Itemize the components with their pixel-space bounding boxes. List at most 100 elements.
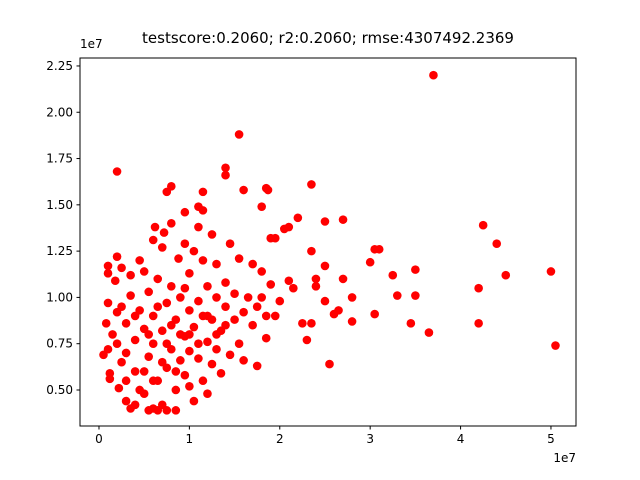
point xyxy=(198,206,208,215)
point xyxy=(293,213,303,223)
point xyxy=(148,376,158,386)
point xyxy=(289,283,298,293)
point xyxy=(257,267,266,276)
point xyxy=(478,220,488,230)
point xyxy=(248,320,257,330)
point xyxy=(338,215,348,224)
point xyxy=(135,256,144,265)
point xyxy=(329,309,339,319)
point xyxy=(194,296,203,306)
point xyxy=(307,319,316,328)
point xyxy=(239,185,248,195)
point xyxy=(225,239,235,249)
point xyxy=(388,270,398,280)
point xyxy=(474,319,483,328)
x-tick-label: 0 xyxy=(95,432,103,446)
point xyxy=(144,287,154,297)
point xyxy=(501,270,511,280)
point xyxy=(171,385,181,395)
x-tick-label: 1 xyxy=(186,432,194,446)
point xyxy=(239,356,248,365)
point xyxy=(139,367,149,376)
point xyxy=(212,293,221,302)
point xyxy=(162,298,172,308)
point xyxy=(411,265,420,274)
point xyxy=(103,269,113,278)
point xyxy=(266,280,276,289)
point xyxy=(392,291,402,300)
point xyxy=(198,256,208,265)
point xyxy=(121,319,131,328)
point xyxy=(234,130,244,139)
point xyxy=(320,296,330,306)
y-tick-label: 0.75 xyxy=(46,337,73,351)
point xyxy=(234,339,244,348)
point xyxy=(311,281,321,291)
point xyxy=(180,283,190,293)
point xyxy=(103,261,113,271)
point xyxy=(176,293,185,302)
point xyxy=(135,385,144,395)
point xyxy=(114,383,124,393)
point xyxy=(171,367,181,376)
point xyxy=(284,276,294,286)
point xyxy=(103,344,113,354)
point xyxy=(185,346,194,356)
point xyxy=(148,339,158,348)
point xyxy=(429,70,438,80)
point xyxy=(270,311,280,321)
point xyxy=(185,269,194,278)
y-tick-label: 0.50 xyxy=(46,383,73,397)
point xyxy=(234,254,244,263)
plot-frame xyxy=(79,57,577,427)
point xyxy=(130,367,140,376)
point xyxy=(180,207,190,217)
point xyxy=(117,263,126,273)
point xyxy=(153,302,163,311)
point xyxy=(157,357,167,367)
point xyxy=(189,246,199,256)
point xyxy=(320,217,330,226)
point xyxy=(203,281,212,291)
point xyxy=(261,333,271,343)
point xyxy=(112,167,122,176)
point xyxy=(180,239,190,249)
point xyxy=(112,252,122,261)
point xyxy=(221,163,230,173)
point xyxy=(325,359,334,369)
point xyxy=(130,400,140,410)
point xyxy=(307,246,316,256)
x-tick-label: 5 xyxy=(547,432,555,446)
y-tick-label: 1.75 xyxy=(46,152,73,166)
point xyxy=(194,354,203,363)
point xyxy=(275,296,285,306)
point xyxy=(198,376,208,386)
point xyxy=(121,376,131,386)
point xyxy=(212,344,221,354)
point xyxy=(159,228,169,237)
point xyxy=(338,274,348,284)
point xyxy=(185,330,194,339)
point xyxy=(130,335,140,345)
point xyxy=(166,320,176,330)
point xyxy=(284,222,294,232)
point xyxy=(221,302,230,311)
point xyxy=(225,350,235,360)
point xyxy=(174,254,183,263)
y-tick-label: 1.25 xyxy=(46,244,73,258)
point xyxy=(112,339,122,348)
point xyxy=(239,307,248,317)
x-tick-label: 2 xyxy=(276,432,284,446)
point xyxy=(108,330,117,339)
point xyxy=(144,330,154,339)
point xyxy=(252,361,262,371)
point xyxy=(139,267,149,276)
point xyxy=(203,337,212,347)
point xyxy=(252,302,262,311)
point xyxy=(207,359,217,369)
point xyxy=(121,348,131,358)
point xyxy=(194,339,203,348)
point xyxy=(307,180,316,189)
point xyxy=(148,311,158,321)
